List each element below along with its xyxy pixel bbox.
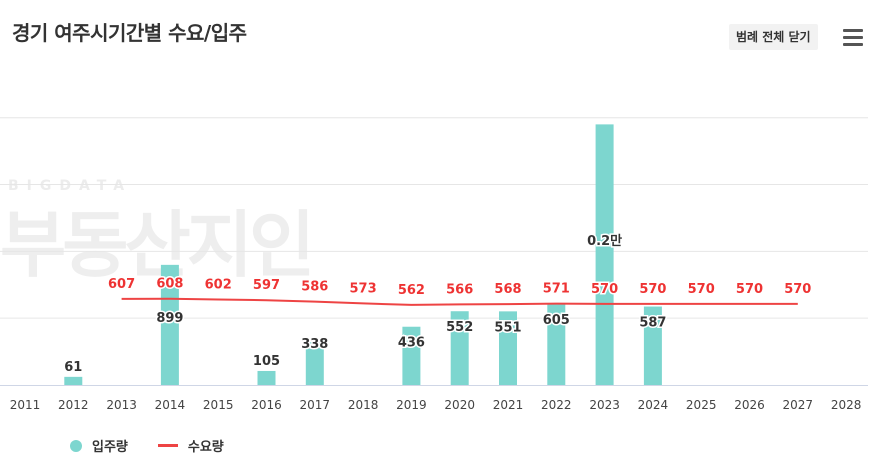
demand-data-label: 562 (398, 283, 425, 298)
supply-data-label: 551 (494, 320, 521, 335)
x-tick-label: 2020 (444, 398, 475, 412)
x-tick-label: 2015 (203, 398, 234, 412)
demand-data-label: 571 (543, 282, 570, 297)
demand-data-label: 568 (494, 282, 521, 297)
supply-data-label: 552 (446, 320, 473, 335)
supply-data-label: 605 (543, 313, 570, 328)
x-tick-label: 2016 (251, 398, 282, 412)
demand-data-label: 597 (253, 278, 280, 293)
x-tick-label: 2018 (348, 398, 379, 412)
legend-supply-dot-icon (70, 439, 82, 452)
demand-data-label: 570 (688, 282, 715, 297)
chart-title: 경기 여주시기간별 수요/입주 (12, 21, 247, 45)
supply-bar[interactable] (402, 326, 421, 385)
demand-data-label: 607 (108, 277, 135, 292)
menu-bar-icon (843, 29, 863, 32)
supply-data-label: 61 (64, 360, 82, 375)
x-tick-label: 2023 (589, 398, 620, 412)
legend-item-demand[interactable]: 수요량 (157, 436, 224, 455)
demand-data-label: 573 (350, 281, 377, 296)
legend-item-supply[interactable]: 입주량 (70, 436, 128, 455)
x-tick-label: 2011 (10, 398, 41, 412)
demand-data-label: 570 (639, 282, 666, 297)
supply-bar[interactable] (499, 311, 517, 385)
supply-bar[interactable] (305, 339, 324, 385)
demand-line[interactable] (121, 297, 798, 306)
chart-legend: 입주량 수요량 (70, 436, 254, 455)
x-tick-label: 2013 (106, 398, 137, 412)
supply-bar[interactable] (547, 304, 566, 385)
legend-demand-line-icon (157, 444, 178, 447)
demand-data-label: 570 (736, 282, 763, 297)
x-tick-label: 2014 (155, 398, 186, 412)
demand-data-label: 566 (446, 282, 473, 297)
hamburger-menu-icon[interactable] (842, 27, 864, 47)
legend-supply-label: 입주량 (92, 440, 128, 455)
chart-plot: 2011 2012 2013 2014 2015 2016 2017 2018 2019 2020… (0, 117, 868, 412)
menu-bar-icon (843, 43, 863, 46)
x-tick-label: 2027 (783, 398, 814, 412)
supply-bar[interactable] (257, 370, 276, 385)
legend-demand-label: 수요량 (187, 440, 224, 455)
demand-data-label: 570 (784, 282, 811, 297)
supply-bar[interactable] (160, 264, 179, 385)
supply-bar[interactable] (64, 376, 83, 385)
demand-data-label: 602 (205, 278, 232, 293)
supply-bar[interactable] (595, 124, 614, 385)
demand-data-label: 570 (591, 282, 618, 297)
supply-bar[interactable] (450, 311, 469, 385)
x-tick-label: 2022 (541, 398, 572, 412)
x-tick-label: 2017 (300, 398, 331, 412)
x-tick-label: 2019 (396, 398, 427, 412)
supply-data-label: 338 (301, 337, 328, 352)
supply-data-label: 0.2만 (587, 233, 622, 249)
supply-data-label: 436 (398, 336, 425, 351)
x-tick-label: 2024 (638, 398, 669, 412)
demand-data-label: 586 (301, 280, 328, 295)
supply-data-label: 899 (156, 311, 183, 326)
legend-toggle-button[interactable]: 범례 전체 닫기 (729, 24, 818, 50)
menu-bar-icon (843, 36, 863, 39)
supply-data-label: 105 (253, 354, 280, 369)
supply-bar[interactable] (643, 306, 662, 385)
x-tick-label: 2026 (734, 398, 765, 412)
supply-data-label: 587 (639, 316, 666, 331)
x-tick-label: 2028 (831, 398, 862, 412)
x-tick-label: 2012 (58, 398, 89, 412)
demand-data-label: 608 (156, 277, 183, 292)
x-tick-label: 2021 (493, 398, 524, 412)
x-tick-label: 2025 (686, 398, 717, 412)
